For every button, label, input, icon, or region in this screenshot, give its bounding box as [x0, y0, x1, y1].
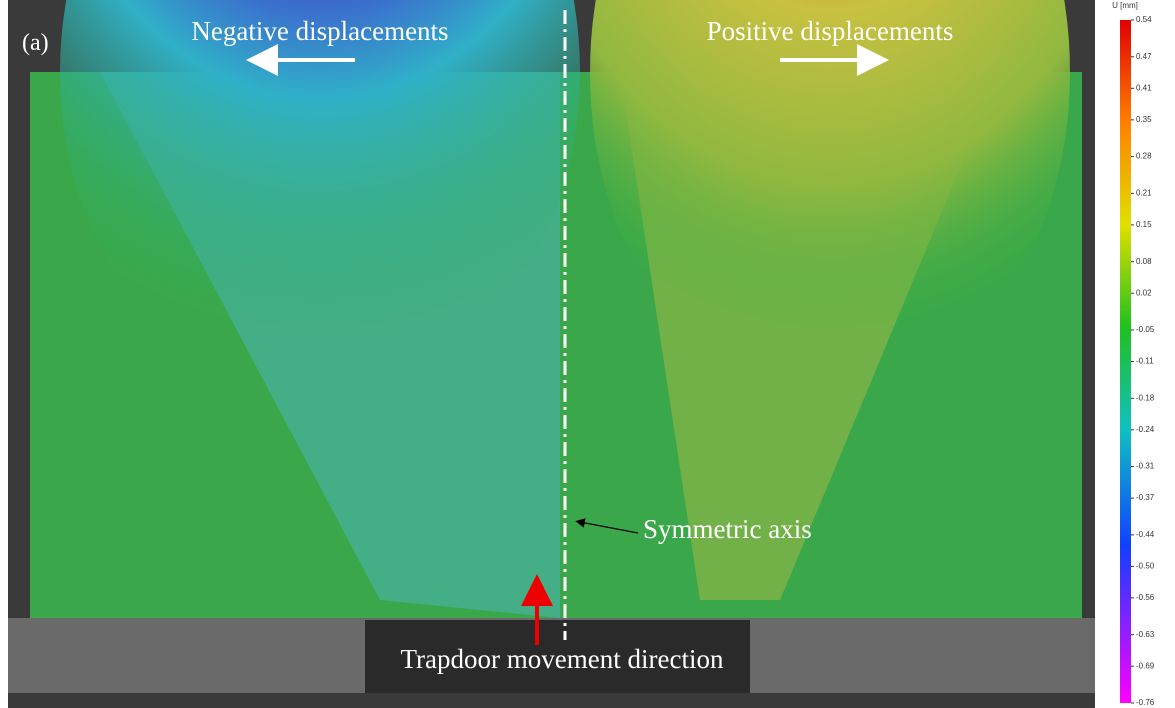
colorbar-tick-label: -0.44: [1136, 530, 1155, 539]
colorbar-tick-label: 0.15: [1136, 220, 1152, 229]
colorbar: [1120, 20, 1131, 703]
colorbar-tick-label: -0.37: [1136, 493, 1155, 502]
colorbar-tick-label: 0.41: [1136, 83, 1152, 92]
colorbar-tick-label: 0.08: [1136, 257, 1152, 266]
colorbar-tick-label: -0.63: [1136, 630, 1155, 639]
colorbar-tick-label: -0.18: [1136, 393, 1155, 402]
colorbar-tick-label: -0.31: [1136, 462, 1155, 471]
colorbar-tick-label: 0.02: [1136, 288, 1152, 297]
colorbar-tick-label: 0.21: [1136, 188, 1152, 197]
colorbar-tick-label: -0.11: [1136, 357, 1154, 366]
figure: (a) Negative displacements Positive disp…: [0, 0, 1175, 708]
colorbar-tick-label: -0.05: [1136, 325, 1155, 334]
colorbar-tick-label: 0.35: [1136, 115, 1152, 124]
colorbar-tick-label: -0.24: [1136, 425, 1155, 434]
colorbar-tick-label: -0.56: [1136, 593, 1155, 602]
negative-label: Negative displacements: [191, 16, 448, 46]
positive-label: Positive displacements: [707, 16, 954, 46]
colorbar-tick-label: 0.28: [1136, 152, 1152, 161]
panel-label: (a): [22, 30, 49, 56]
colorbar-tick-label: -0.69: [1136, 661, 1155, 670]
colorbar-tick-label: -0.76: [1136, 698, 1155, 707]
colorbar-tick-label: -0.50: [1136, 562, 1155, 571]
colorbar-title: U [mm]: [1112, 1, 1138, 10]
colorbar-tick-label: 0.47: [1136, 52, 1152, 61]
trapdoor-label: Trapdoor movement direction: [401, 644, 724, 674]
colorbar-tick-label: 0.54: [1136, 15, 1152, 24]
axis-label: Symmetric axis: [643, 514, 812, 544]
